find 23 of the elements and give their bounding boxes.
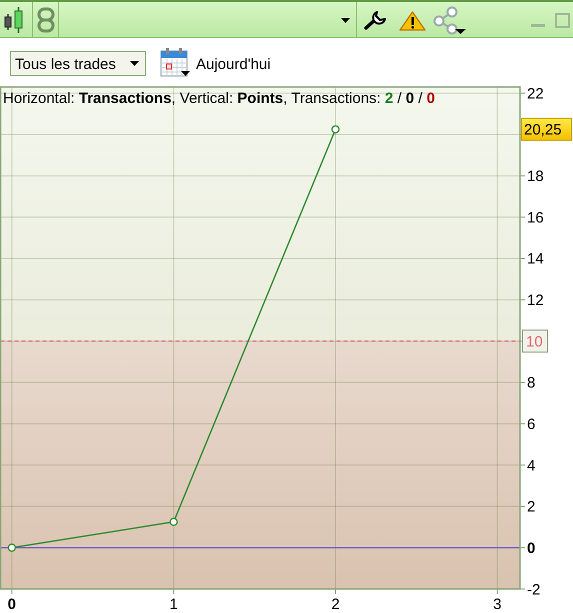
y-tick-label: 6 [527,416,536,433]
text: Tous les trades [15,56,116,73]
y-tick-label: 8 [527,374,536,392]
point [170,518,178,526]
text: Horizontal: Transactions, Vertical: Points, Transactions: 2 / 0 / 0 [3,90,435,107]
point [8,544,16,552]
x-tick-label: 2 [331,596,340,613]
ref-line-label: 10 [526,333,543,350]
x-tick-label: 3 [493,596,502,613]
y-tick-label: 4 [527,457,536,474]
y-tick-label: 22 [527,85,544,102]
y-tick-label: 2 [527,498,536,516]
text: 20,25 [524,122,562,139]
text: Aujourd'hui [196,56,271,73]
x-tick-label: 0 [8,596,16,613]
y-tick-label: 16 [527,209,544,226]
point [331,125,340,134]
x-tick-label: 1 [169,596,178,613]
y-tick-label: 12 [527,292,544,310]
y-tick-label: 14 [527,250,544,268]
y-tick-label: -2 [527,581,540,598]
y-tick-label: 0 [527,540,536,557]
y-tick-label: 18 [527,168,544,186]
